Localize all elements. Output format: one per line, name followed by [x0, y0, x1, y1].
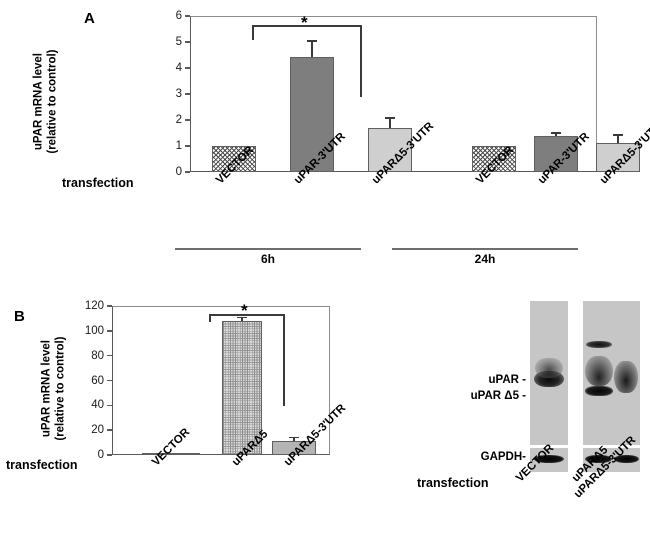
blot-band — [585, 356, 613, 386]
panel-b-y-axis-title-line1: uPAR mRNA level — [40, 340, 53, 438]
error-bar-cap — [307, 40, 317, 42]
blot-upar-membrane-vector — [530, 301, 568, 445]
error-bar — [555, 133, 557, 136]
blot-row-label-gapdh: GAPDH- — [480, 451, 526, 463]
panel-b-letter: B — [14, 308, 25, 325]
bar — [290, 57, 334, 172]
panel-a-significance-star: * — [301, 13, 308, 32]
panel-b-sig-bracket-left-drop — [209, 314, 211, 322]
panel-b-y-axis-title-line2: (relative to control) — [54, 336, 66, 441]
y-tick — [185, 145, 190, 147]
y-tick-label: 3 — [175, 88, 182, 100]
blot-gapdh-membrane-vector — [530, 448, 568, 472]
panel-a-sig-bracket-rail — [252, 25, 362, 27]
y-tick-label: 2 — [175, 114, 182, 126]
panel-a-group-label-6h: 6h — [260, 252, 275, 266]
y-tick — [107, 305, 112, 307]
panel-a-transfection-label: transfection — [62, 176, 134, 190]
y-tick-label: 120 — [84, 300, 104, 312]
y-tick — [185, 171, 190, 173]
blot-transfection-label: transfection — [417, 476, 489, 490]
panel-a-group-rule-24h — [392, 248, 578, 250]
blot-band — [586, 341, 612, 348]
error-bar — [311, 42, 313, 58]
bar — [212, 146, 256, 172]
blot-gapdh-membrane-mutants — [583, 448, 640, 472]
error-bar — [293, 438, 295, 442]
y-tick — [107, 454, 112, 456]
blot-band — [614, 455, 639, 463]
y-tick-label: 100 — [84, 324, 104, 337]
error-bar — [617, 135, 619, 144]
y-tick — [107, 330, 112, 332]
panel-b-y-axis-title: uPAR mRNA level (relative to control) — [40, 314, 67, 464]
y-tick-label: 0 — [175, 166, 182, 178]
panel-a-y-axis-title: uPAR mRNA level (relative to control) — [32, 27, 59, 177]
panel-b-sig-bracket-rail — [209, 314, 285, 316]
error-bar-cap — [385, 117, 395, 119]
y-tick-label: 60 — [91, 374, 104, 387]
error-bar-cap — [237, 316, 247, 319]
blot-row-label-upar-delta5: uPAR Δ5 - — [470, 390, 526, 402]
y-tick — [107, 354, 112, 357]
bar — [472, 146, 516, 172]
error-bar — [241, 318, 243, 321]
bar — [534, 135, 578, 172]
y-tick — [107, 404, 112, 407]
panel-b-plot-area: 0 20 40 60 80 100 120 * — [85, 300, 330, 461]
y-tick-label: 40 — [91, 399, 104, 412]
y-tick — [107, 429, 112, 431]
panel-a-group-rule-6h — [175, 248, 361, 250]
panel-a-sig-bracket-left-drop — [252, 25, 254, 40]
panel-a-plot-area: 0 1 2 3 4 5 6 * — [176, 10, 640, 178]
bar — [596, 143, 640, 172]
panel-b-axes-frame — [112, 306, 330, 455]
y-tick-label: 20 — [91, 424, 104, 437]
panel-a-group-label-24h: 24h — [474, 252, 496, 266]
panel-a-sig-bracket-right-drop — [360, 25, 362, 97]
panel-b-significance-star: * — [241, 301, 248, 320]
error-bar-cap — [289, 436, 299, 439]
blot-band — [614, 361, 638, 393]
blot-band — [535, 358, 563, 378]
y-tick-label: 4 — [175, 62, 182, 74]
y-tick — [185, 67, 190, 69]
y-tick-label: 1 — [175, 140, 182, 152]
bar — [142, 453, 200, 455]
blot-row-label-upar: uPAR - — [488, 374, 526, 386]
y-tick-label: 5 — [175, 36, 182, 48]
panel-a-y-axis-title-line2: (relative to control) — [46, 49, 58, 154]
bar — [368, 127, 412, 172]
y-tick-label: 6 — [175, 10, 182, 22]
blot-band — [585, 386, 613, 396]
y-tick-label: 0 — [97, 449, 104, 461]
panel-a-letter: A — [84, 10, 95, 27]
panel-b-sig-bracket-right-drop — [283, 314, 285, 406]
error-bar-cap — [551, 132, 561, 134]
blot-band — [534, 455, 564, 463]
blot-upar-membrane-mutants — [583, 301, 640, 445]
blot-band — [585, 455, 612, 463]
y-tick — [185, 93, 190, 95]
y-tick — [185, 15, 190, 17]
y-tick — [185, 41, 190, 43]
panel-a-y-axis-title-line1: uPAR mRNA level — [32, 53, 45, 151]
bar — [272, 441, 316, 455]
panel-b-transfection-label: transfection — [6, 458, 78, 472]
bar — [222, 320, 262, 455]
y-tick — [107, 379, 112, 382]
y-tick — [185, 119, 190, 121]
error-bar — [389, 118, 391, 128]
error-bar-cap — [613, 134, 623, 136]
y-tick-label: 80 — [91, 349, 104, 362]
